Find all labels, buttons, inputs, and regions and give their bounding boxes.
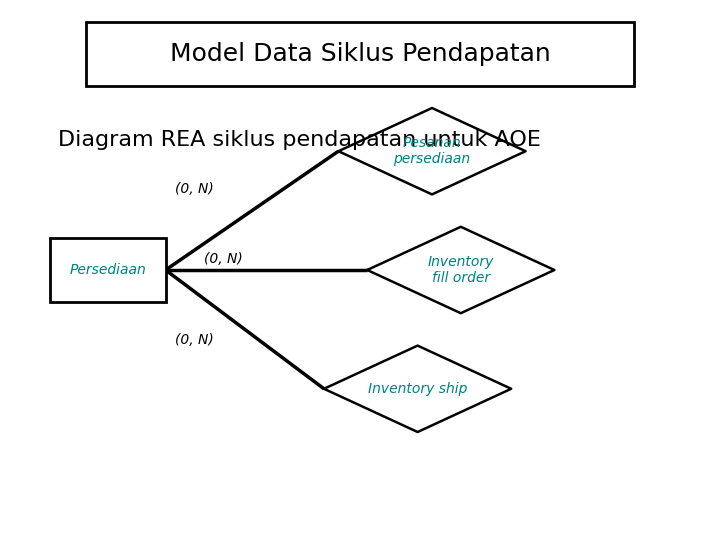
Text: (0, N): (0, N)	[204, 252, 243, 266]
Text: Pesanan
persediaan: Pesanan persediaan	[393, 136, 471, 166]
Bar	[86, 22, 634, 86]
Text: Model Data Siklus Pendapatan: Model Data Siklus Pendapatan	[170, 42, 550, 66]
Text: Diagram REA siklus pendapatan untuk AOE: Diagram REA siklus pendapatan untuk AOE	[58, 130, 541, 151]
Text: (0, N): (0, N)	[175, 333, 214, 347]
Text: (0, N): (0, N)	[175, 182, 214, 196]
Text: Inventory ship: Inventory ship	[368, 382, 467, 396]
Text: Inventory
fill order: Inventory fill order	[428, 255, 494, 285]
Bar	[50, 238, 166, 302]
Text: Persediaan: Persediaan	[70, 263, 146, 277]
